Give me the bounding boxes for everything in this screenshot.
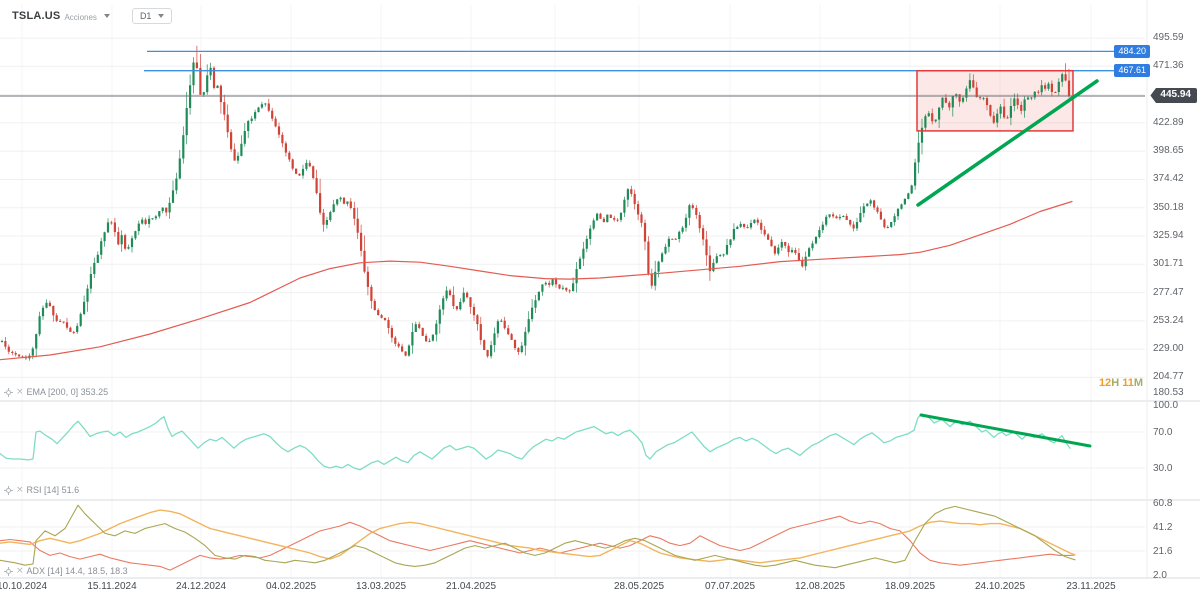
indicator-close-icon[interactable]: × <box>16 387 24 397</box>
candle-countdown: 12H 11M <box>1098 377 1143 389</box>
rsi-tick-label: 30.0 <box>1153 463 1173 474</box>
symbol-chevron-down-icon[interactable] <box>103 14 110 18</box>
date-tick-label: 23.11.2025 <box>1066 581 1116 592</box>
indicator-close-icon[interactable]: × <box>16 566 24 576</box>
price-tick-label: 471.36 <box>1153 60 1184 72</box>
adx-indicator-label: ADX [14] 14.4, 18.5, 18.3 <box>26 566 128 576</box>
price-tick-label: 422.89 <box>1153 116 1184 128</box>
date-tick-label: 24.10.2025 <box>974 581 1026 592</box>
adx-tick-label: 21.6 <box>1153 546 1173 557</box>
price-tick-label: 180.53 <box>1153 387 1184 398</box>
rsi-tick-label: 70.0 <box>1153 427 1173 438</box>
symbol-type-label: Acciones <box>64 12 97 22</box>
date-tick-label: 15.11.2024 <box>87 581 137 592</box>
date-tick-label: 12.08.2025 <box>794 581 846 592</box>
countdown-hours: 12 <box>1098 377 1112 389</box>
date-tick-label: 07.07.2025 <box>704 581 756 592</box>
price-tick-label: 229.00 <box>1153 343 1184 355</box>
ema-indicator-label: EMA [200, 0] 353.25 <box>26 387 109 397</box>
indicator-settings-icon[interactable] <box>4 566 13 576</box>
chart-header: TSLA.US Acciones D1 <box>12 8 173 24</box>
date-tick-label: 13.03.2025 <box>355 581 407 592</box>
ema-indicator-label-row: × EMA [200, 0] 353.25 <box>4 387 108 397</box>
price-tick-label: 301.71 <box>1153 258 1184 270</box>
adx-tick-label: 2.0 <box>1153 570 1167 581</box>
symbol-name[interactable]: TSLA.US <box>12 10 61 22</box>
countdown-minutes: 11 <box>1122 377 1134 389</box>
indicator-close-icon[interactable]: × <box>16 485 24 495</box>
date-tick-label: 24.12.2024 <box>175 581 227 592</box>
rsi-indicator-label: RSI [14] 51.6 <box>26 485 80 495</box>
timeframe-chevron-down-icon <box>158 14 165 18</box>
price-tick-label: 253.24 <box>1153 314 1184 326</box>
date-tick-label: 28.05.2025 <box>613 581 665 592</box>
price-tick-label: 495.59 <box>1153 32 1184 44</box>
resistance-price-badge[interactable]: 484.20 <box>1114 44 1150 58</box>
rsi-indicator-label-row: × RSI [14] 51.6 <box>4 485 79 495</box>
date-tick-label: 10.10.2024 <box>0 581 48 592</box>
price-tick-label: 204.77 <box>1153 371 1184 383</box>
adx-tick-label: 41.2 <box>1153 522 1173 533</box>
price-tick-label: 350.18 <box>1153 201 1184 213</box>
date-tick-label: 04.02.2025 <box>265 581 317 592</box>
rsi-tick-label: 100.0 <box>1153 400 1179 411</box>
indicator-settings-icon[interactable] <box>4 485 13 495</box>
resistance-price-badge[interactable]: 467.61 <box>1114 64 1150 78</box>
date-tick-label: 21.04.2025 <box>445 581 497 592</box>
indicator-settings-icon[interactable] <box>4 387 13 397</box>
current-price-badge: 445.94 <box>1150 88 1197 103</box>
timeframe-label: D1 <box>139 11 152 21</box>
adx-tick-label: 60.8 <box>1153 498 1173 509</box>
price-tick-label: 374.42 <box>1153 173 1184 185</box>
price-tick-label: 325.94 <box>1153 230 1184 242</box>
price-tick-label: 277.47 <box>1153 286 1184 298</box>
price-tick-label: 398.65 <box>1153 145 1184 157</box>
adx-indicator-label-row: × ADX [14] 14.4, 18.5, 18.3 <box>4 566 128 576</box>
timeframe-selector[interactable]: D1 <box>131 8 173 24</box>
date-tick-label: 18.09.2025 <box>884 581 936 592</box>
